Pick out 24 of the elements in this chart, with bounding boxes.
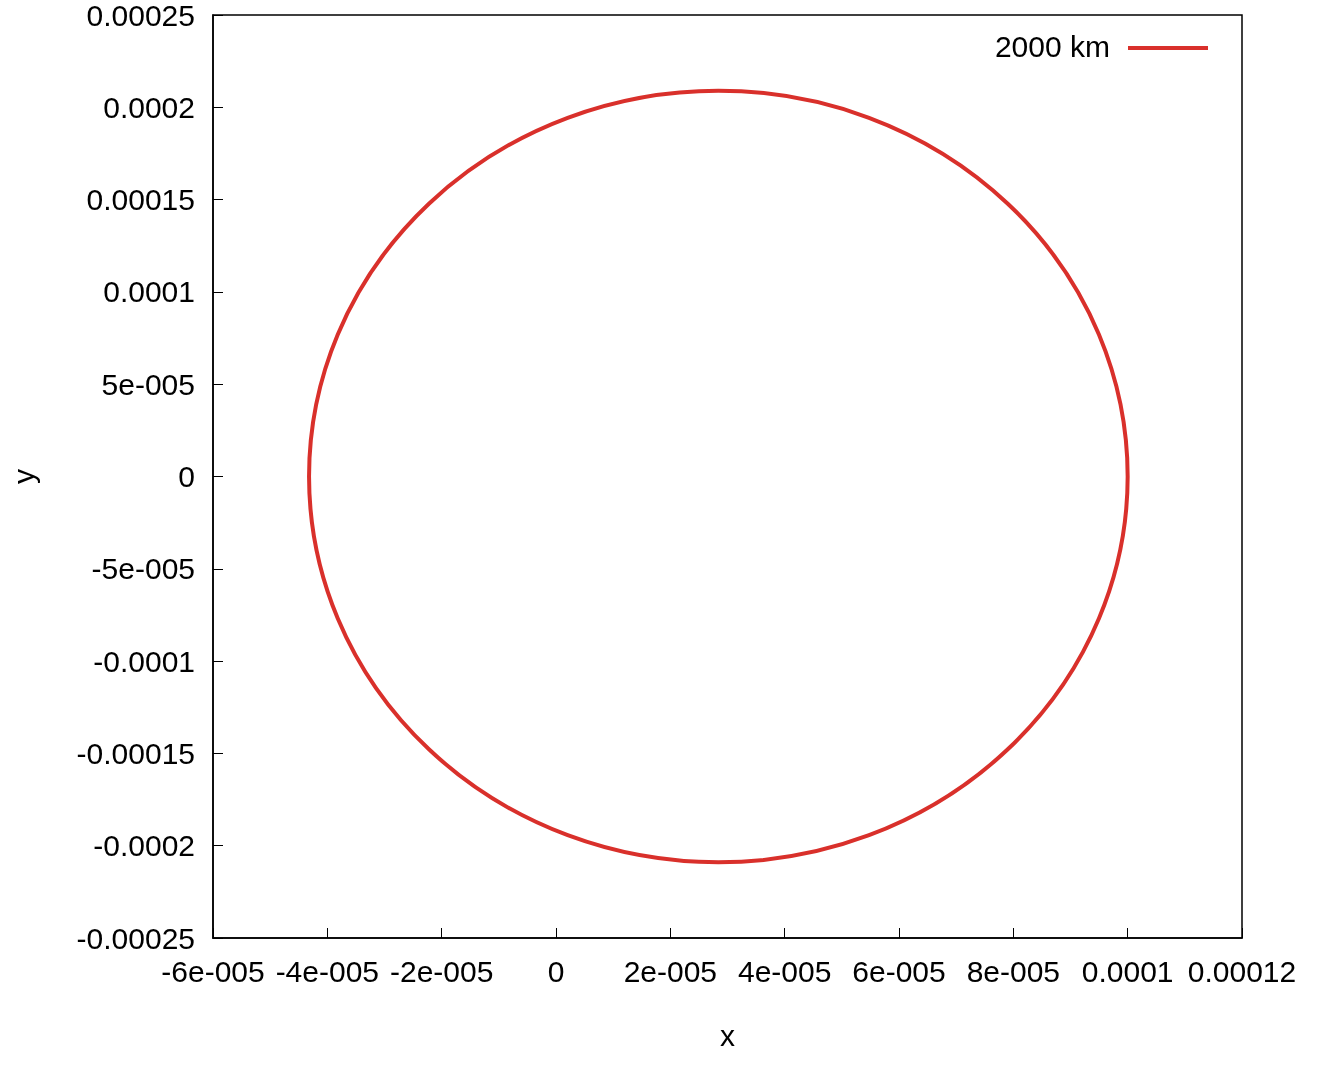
x-tick-label: -6e-005 xyxy=(161,954,265,988)
x-tick-label: 0.0001 xyxy=(1081,954,1174,988)
y-tick-label: -0.00015 xyxy=(76,736,195,770)
x-tick-label: -2e-005 xyxy=(389,954,494,988)
y-tick-label: 0.00025 xyxy=(86,0,195,32)
x-tick-label: 6e-005 xyxy=(852,954,946,988)
annotation: 2000 km xyxy=(994,30,1110,64)
y-tick-label: 0 xyxy=(178,460,195,493)
y-tick-label: 0.0002 xyxy=(103,90,195,124)
x-axis-title: x xyxy=(720,1018,735,1052)
x-tick-label: 4e-005 xyxy=(737,954,832,988)
y-tick-label: 5e-005 xyxy=(101,367,195,401)
x-tick-label: -4e-005 xyxy=(275,954,380,988)
x-tick-label: 8e-005 xyxy=(966,954,1061,988)
y-tick-label: -0.00025 xyxy=(76,921,195,955)
y-axis-title: y xyxy=(6,469,40,484)
x-tick-label: 0 xyxy=(547,954,565,988)
y-tick-label: -0.0001 xyxy=(93,644,195,678)
y-tick-label: 0.0001 xyxy=(103,275,195,309)
y-tick-label: 0.00015 xyxy=(86,183,195,217)
y-tick-label: -5e-005 xyxy=(91,552,195,586)
x-tick-label: 0.00012 xyxy=(1187,954,1297,988)
x-tick-label: 2e-005 xyxy=(623,954,718,988)
y-tick-label: -0.0002 xyxy=(93,829,195,863)
